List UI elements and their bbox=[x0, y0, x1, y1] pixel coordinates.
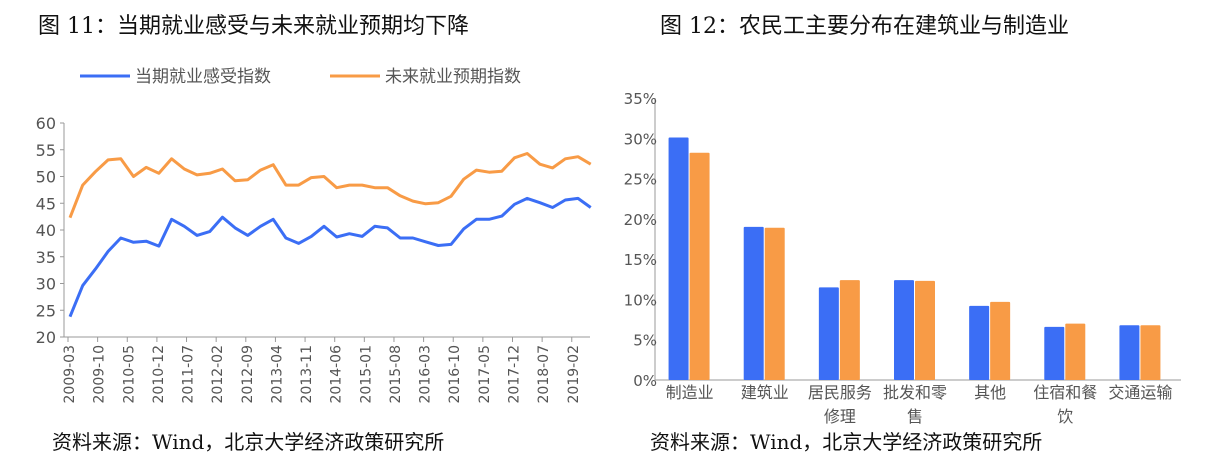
y-tick-label: 30% bbox=[624, 130, 657, 148]
bar-1 bbox=[1119, 325, 1140, 380]
bar-1 bbox=[894, 280, 914, 380]
x-tick-label: 2016-03 bbox=[418, 345, 434, 404]
series-line-2 bbox=[68, 152, 592, 219]
x-tick-label: 其他 bbox=[974, 383, 1006, 402]
chart-2-source: 资料来源：Wind，北京大学经济政策研究所 bbox=[650, 430, 1043, 454]
y-tick-label: 20% bbox=[624, 211, 657, 229]
x-tick-label: 售 bbox=[907, 407, 923, 426]
x-tick-label: 2013-11 bbox=[299, 345, 315, 404]
y-tick-label: 10% bbox=[624, 291, 657, 309]
bar-2 bbox=[689, 152, 710, 380]
x-tick-label: 住宿和餐 bbox=[1033, 383, 1097, 402]
y-tick-label: 35 bbox=[36, 248, 56, 267]
y-tick-label: 5% bbox=[633, 332, 657, 350]
y-tick-label: 45 bbox=[36, 194, 56, 213]
x-tick-label: 饮 bbox=[1057, 407, 1073, 426]
x-tick-label: 2009-03 bbox=[62, 345, 78, 404]
bar-1 bbox=[668, 137, 689, 380]
x-tick-label: 2010-05 bbox=[121, 345, 137, 404]
chart-1-source: 资料来源：Wind，北京大学经济政策研究所 bbox=[52, 430, 445, 454]
x-tick-label: 2014-06 bbox=[329, 345, 345, 404]
y-tick-label: 25% bbox=[624, 171, 657, 189]
legend-label-1: 当期就业感受指数 bbox=[135, 67, 271, 87]
legend-label-2: 未来就业预期指数 bbox=[385, 67, 521, 87]
x-tick-label: 制造业 bbox=[666, 383, 714, 402]
chart-2-title: 图 12：农民工主要分布在建筑业与制造业 bbox=[660, 14, 1069, 39]
x-tick-label: 2013-04 bbox=[269, 345, 285, 404]
bar-1 bbox=[743, 226, 764, 380]
line-chart: 20 25 30 35 40 45 50 55 60 2009-03 2009-10 2010-05 2… bbox=[36, 67, 592, 404]
x-tick-label: 2017-05 bbox=[477, 345, 493, 404]
bar-2 bbox=[1065, 323, 1086, 380]
x-tick-label: 2012-09 bbox=[240, 345, 256, 404]
bar-1 bbox=[1044, 326, 1065, 380]
y-tick-label: 25 bbox=[36, 301, 56, 320]
x-tick-label: 居民服务 bbox=[808, 383, 872, 402]
bar-2 bbox=[915, 280, 935, 380]
x-tick-label: 批发和零 bbox=[883, 383, 947, 402]
y-tick-label: 35% bbox=[624, 90, 657, 108]
y-tick-label: 60 bbox=[36, 114, 56, 133]
x-tick-label: 2017-12 bbox=[507, 345, 523, 404]
bar-2 bbox=[839, 280, 860, 380]
bar-1 bbox=[969, 305, 990, 380]
y-tick-label: 20 bbox=[36, 328, 56, 347]
series-line-1 bbox=[68, 196, 592, 318]
x-tick-label: 2015-01 bbox=[358, 345, 374, 404]
x-tick-label: 2010-12 bbox=[151, 345, 167, 404]
bar-2 bbox=[1140, 325, 1161, 380]
bar-2 bbox=[764, 227, 785, 380]
chart-1-title: 图 11：当期就业感受与未来就业预期均下降 bbox=[38, 14, 469, 39]
x-tick-label: 2011-07 bbox=[181, 345, 197, 404]
bar-1 bbox=[818, 287, 839, 380]
bar-2 bbox=[990, 301, 1011, 380]
y-tick-label: 0% bbox=[633, 372, 657, 390]
x-tick-label: 2012-02 bbox=[210, 345, 226, 404]
x-tick-label: 2018-07 bbox=[536, 345, 552, 404]
x-tick-label: 2015-08 bbox=[388, 345, 404, 404]
y-tick-label: 30 bbox=[36, 275, 56, 294]
x-tick-label: 2009-10 bbox=[92, 345, 108, 404]
x-tick-label: 修理 bbox=[824, 407, 856, 426]
x-tick-label: 2016-10 bbox=[447, 345, 463, 404]
x-tick-label: 交通运输 bbox=[1108, 383, 1172, 402]
y-tick-label: 40 bbox=[36, 221, 56, 240]
x-tick-label: 建筑业 bbox=[741, 383, 789, 402]
y-tick-label: 50 bbox=[36, 168, 56, 187]
x-tick-label: 2019-02 bbox=[566, 345, 582, 404]
y-tick-label: 55 bbox=[36, 141, 56, 160]
y-tick-label: 15% bbox=[624, 251, 657, 269]
